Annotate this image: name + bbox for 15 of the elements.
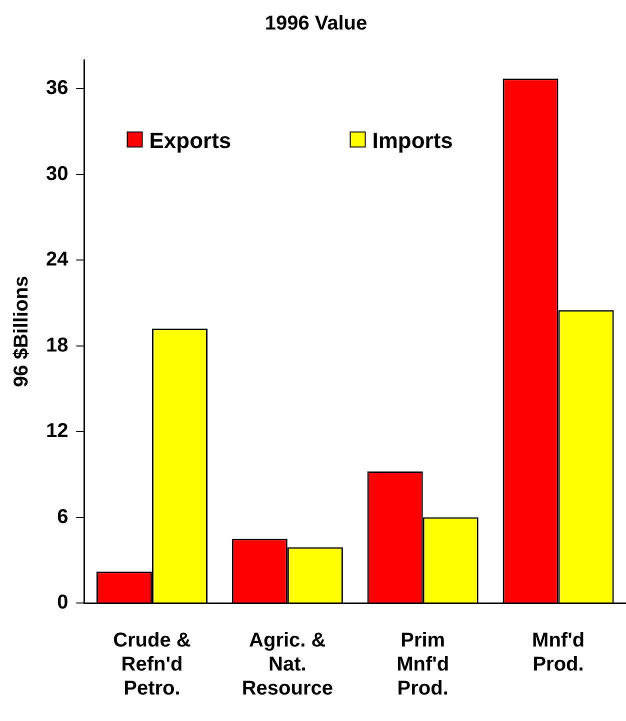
x-tick-label: Prim Mnf'd Prod. <box>396 630 450 700</box>
x-tick-label: Agric. & Nat. Resource <box>242 630 333 700</box>
y-tick-label: 24 <box>46 248 70 271</box>
chart-title: 1996 Value <box>264 12 368 35</box>
y-tick-label: 6 <box>57 506 68 528</box>
y-tick-label: 30 <box>46 162 68 185</box>
y-tick-label: 18 <box>46 334 68 356</box>
x-tick-label: Crude & Refn'd Petro. <box>113 630 191 700</box>
x-tick-label: Mnf'd Prod. <box>532 630 585 676</box>
y-axis-title: 96 $Billions <box>10 276 33 388</box>
y-tick-label: 36 <box>46 77 68 100</box>
legend-label: Imports <box>372 128 453 154</box>
y-tick-label: 12 <box>46 420 68 442</box>
y-tick-label: 0 <box>57 592 68 614</box>
legend-label: Exports <box>149 128 232 154</box>
